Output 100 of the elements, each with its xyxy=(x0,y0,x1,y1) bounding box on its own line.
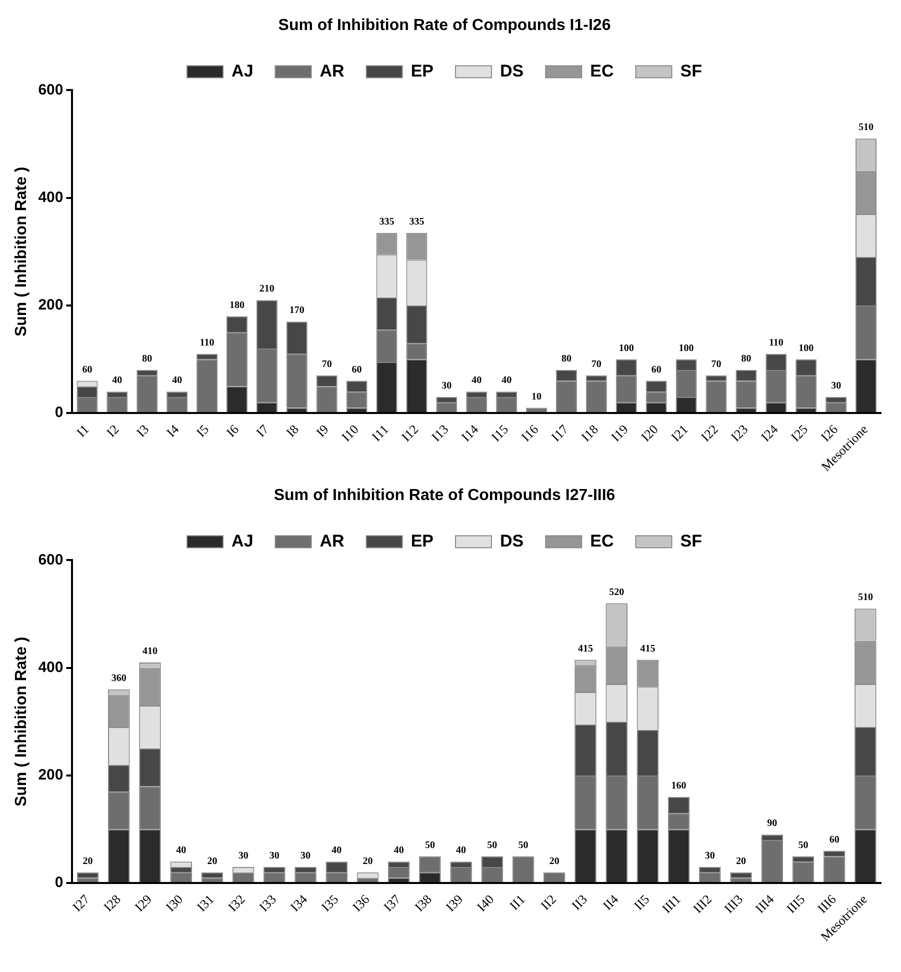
total-label: 335 xyxy=(409,216,424,228)
x-tick-label: I38 xyxy=(412,892,434,914)
x-tick-label: I13 xyxy=(428,422,452,444)
total-label: 110 xyxy=(768,337,784,348)
x-tick-label: I31 xyxy=(194,892,217,914)
x-tick-label: III4 xyxy=(752,891,778,916)
x-tick-label: I6 xyxy=(223,421,242,440)
legend-label: AJ xyxy=(232,531,254,550)
chart-title: Sum of Inhibition Rate of Compounds I1-I26 xyxy=(278,17,611,34)
x-tick-label: I16 xyxy=(518,421,542,444)
total-label: 100 xyxy=(618,342,634,354)
legend-label: EC xyxy=(590,531,614,550)
x-tick-label: I4 xyxy=(163,421,182,440)
x-tick-label: I12 xyxy=(398,422,422,444)
x-tick-label: I15 xyxy=(488,422,512,444)
y-tick-label: 200 xyxy=(38,766,64,784)
y-tick-label: 600 xyxy=(38,81,64,98)
total-label: 10 xyxy=(532,391,542,402)
x-tick-label: II5 xyxy=(630,892,652,913)
total-label: 40 xyxy=(112,375,122,386)
y-tick-label: 400 xyxy=(38,188,64,206)
total-label: 70 xyxy=(711,359,722,370)
y-tick-label: 0 xyxy=(54,404,64,422)
x-tick-label: I10 xyxy=(338,422,362,444)
legend-label: SF xyxy=(680,531,702,550)
total-label: 60 xyxy=(82,364,92,376)
x-tick-label: I3 xyxy=(133,422,152,440)
x-tick-label: I5 xyxy=(193,422,212,440)
total-label: 360 xyxy=(111,672,126,684)
x-tick-label: I18 xyxy=(578,422,601,444)
legend-label: SF xyxy=(680,61,702,80)
x-tick-label: I39 xyxy=(442,892,466,914)
x-tick-label: III1 xyxy=(658,892,684,916)
total-label: 520 xyxy=(609,586,624,598)
total-label: 40 xyxy=(394,845,404,856)
x-tick-label: I30 xyxy=(162,892,186,914)
total-label: 30 xyxy=(831,380,842,392)
x-tick-label: I25 xyxy=(788,422,811,444)
total-label: 30 xyxy=(300,850,311,862)
x-tick-label: I9 xyxy=(313,422,332,440)
total-label: 60 xyxy=(829,834,840,846)
legend-label: EC xyxy=(590,61,614,80)
total-label: 180 xyxy=(229,300,244,311)
y-tick-label: 400 xyxy=(38,658,64,676)
x-tick-label: III2 xyxy=(690,892,714,916)
total-label: 50 xyxy=(518,840,528,851)
total-label: 90 xyxy=(767,818,778,830)
x-tick-label: II1 xyxy=(506,892,528,913)
total-label: 50 xyxy=(798,840,808,851)
total-label: 70 xyxy=(591,359,602,370)
x-tick-label: I11 xyxy=(368,422,392,444)
x-tick-label: II4 xyxy=(600,891,622,913)
total-label: 50 xyxy=(487,840,498,851)
x-tick-label: I17 xyxy=(548,421,572,444)
total-label: 20 xyxy=(207,856,218,867)
total-label: 30 xyxy=(442,380,452,392)
total-label: 40 xyxy=(472,375,482,386)
x-tick-label: I21 xyxy=(668,422,691,444)
y-axis-title: Sum ( Inhibition Rate ) xyxy=(13,166,30,337)
x-tick-label: III3 xyxy=(721,892,746,916)
x-tick-label: I32 xyxy=(224,892,248,914)
legend-label: DS xyxy=(500,531,524,550)
x-tick-label: I33 xyxy=(256,892,279,914)
total-label: 30 xyxy=(238,850,248,862)
legend-label: AR xyxy=(320,531,344,550)
total-label: 80 xyxy=(142,354,152,365)
x-tick-label: I22 xyxy=(698,422,721,444)
x-tick-label: I2 xyxy=(103,422,122,440)
total-label: 510 xyxy=(858,122,874,134)
total-label: 30 xyxy=(269,850,280,862)
x-tick-label: I35 xyxy=(318,892,342,914)
legend-label: AR xyxy=(320,61,344,80)
legend-label: AJ xyxy=(232,61,254,80)
legend-label: DS xyxy=(500,61,524,80)
total-label: 335 xyxy=(379,216,394,228)
x-tick-label: I20 xyxy=(638,422,661,444)
total-label: 40 xyxy=(172,375,182,386)
total-label: 60 xyxy=(651,364,662,376)
total-label: 20 xyxy=(549,856,560,867)
x-tick-label: I40 xyxy=(474,892,497,914)
total-label: 100 xyxy=(678,342,694,354)
total-label: 415 xyxy=(640,643,656,654)
legend-label: EP xyxy=(410,61,434,80)
total-label: 20 xyxy=(736,856,746,867)
total-label: 80 xyxy=(561,354,572,365)
chart-title: Sum of Inhibition Rate of Compounds I27-III6 xyxy=(274,487,616,504)
x-tick-label: I36 xyxy=(349,891,373,914)
x-tick-label: I34 xyxy=(287,891,310,914)
total-label: 70 xyxy=(322,359,332,370)
total-label: 160 xyxy=(671,780,686,792)
x-tick-label: I37 xyxy=(380,891,404,914)
total-label: 20 xyxy=(362,856,373,867)
total-label: 210 xyxy=(259,284,274,295)
x-tick-label: III5 xyxy=(783,892,808,916)
y-tick-label: 0 xyxy=(54,874,64,892)
x-tick-label: I1 xyxy=(73,422,92,440)
total-label: 80 xyxy=(741,354,752,365)
legend-label: EP xyxy=(410,531,434,550)
x-tick-label: I27 xyxy=(69,891,93,914)
total-label: 110 xyxy=(200,337,214,348)
